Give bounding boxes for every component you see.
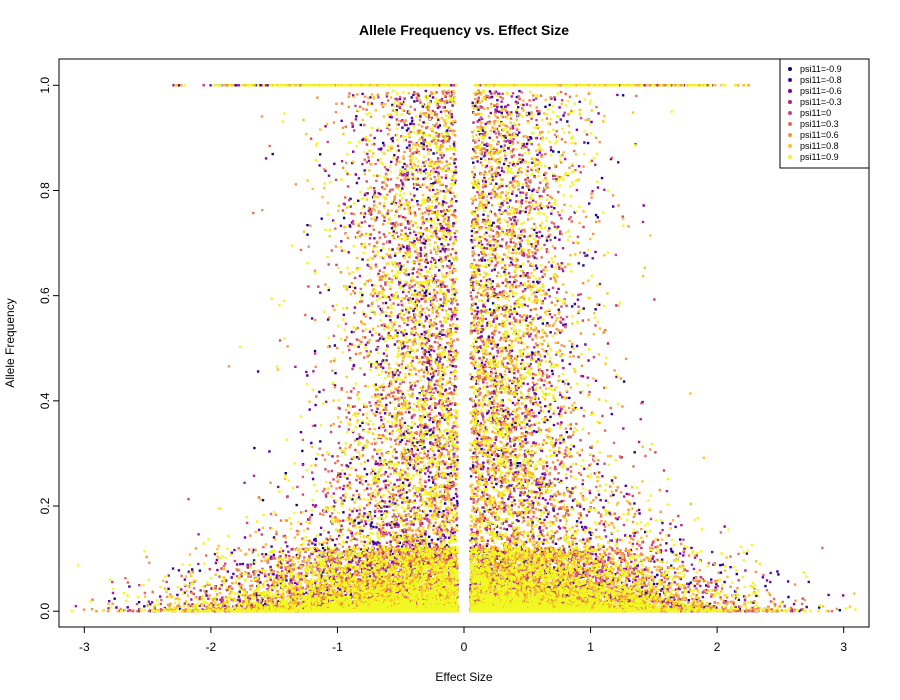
x-tick-label: -3 [79, 640, 90, 654]
x-axis-label: Effect Size [435, 670, 492, 684]
legend-label: psi11=0 [800, 108, 831, 118]
chart-title: Allele Frequency vs. Effect Size [359, 22, 569, 38]
legend-marker [788, 155, 792, 159]
x-tick-label: 3 [840, 640, 847, 654]
series-points [111, 84, 804, 613]
y-tick-label: 1.0 [38, 77, 52, 94]
legend-label: psi11=0.6 [800, 130, 839, 140]
series-points [70, 84, 857, 613]
x-tick-label: 1 [587, 640, 594, 654]
legend-label: psi11=0.9 [800, 152, 839, 162]
legend-marker [788, 89, 792, 93]
legend-marker [788, 111, 792, 115]
x-tick-label: 2 [714, 640, 721, 654]
y-axis: 0.0 0.2 0.4 0.6 0.8 1.0 [38, 77, 59, 620]
y-tick-label: 0.2 [38, 497, 52, 514]
x-tick-label: -1 [332, 640, 343, 654]
x-axis: -3 -2 -1 0 1 2 3 [79, 627, 847, 654]
y-tick-label: 0.0 [38, 603, 52, 620]
legend-label: psi11=-0.9 [800, 64, 842, 74]
x-tick-label: -2 [206, 640, 217, 654]
legend-label: psi11=-0.3 [800, 97, 842, 107]
legend-marker [788, 67, 792, 71]
legend-marker [788, 133, 792, 137]
series-points [82, 84, 839, 613]
x-tick-label: 0 [461, 640, 468, 654]
y-tick-label: 0.4 [38, 392, 52, 409]
points-layer [70, 84, 857, 613]
y-tick-label: 0.6 [38, 287, 52, 304]
legend-marker [788, 78, 792, 82]
legend-label: psi11=0.3 [800, 119, 839, 129]
legend-box [779, 58, 870, 169]
legend: psi11=-0.9psi11=-0.8psi11=-0.6psi11=-0.3… [779, 58, 870, 169]
legend-label: psi11=0.8 [800, 141, 839, 151]
legend-marker [788, 100, 792, 104]
legend-marker [788, 122, 792, 126]
y-axis-label: Allele Frequency [3, 298, 17, 387]
legend-label: psi11=-0.6 [800, 86, 842, 96]
legend-marker [788, 144, 792, 148]
y-tick-label: 0.8 [38, 182, 52, 199]
series-points [91, 84, 834, 613]
legend-label: psi11=-0.8 [800, 75, 842, 85]
plot-frame [58, 58, 870, 628]
